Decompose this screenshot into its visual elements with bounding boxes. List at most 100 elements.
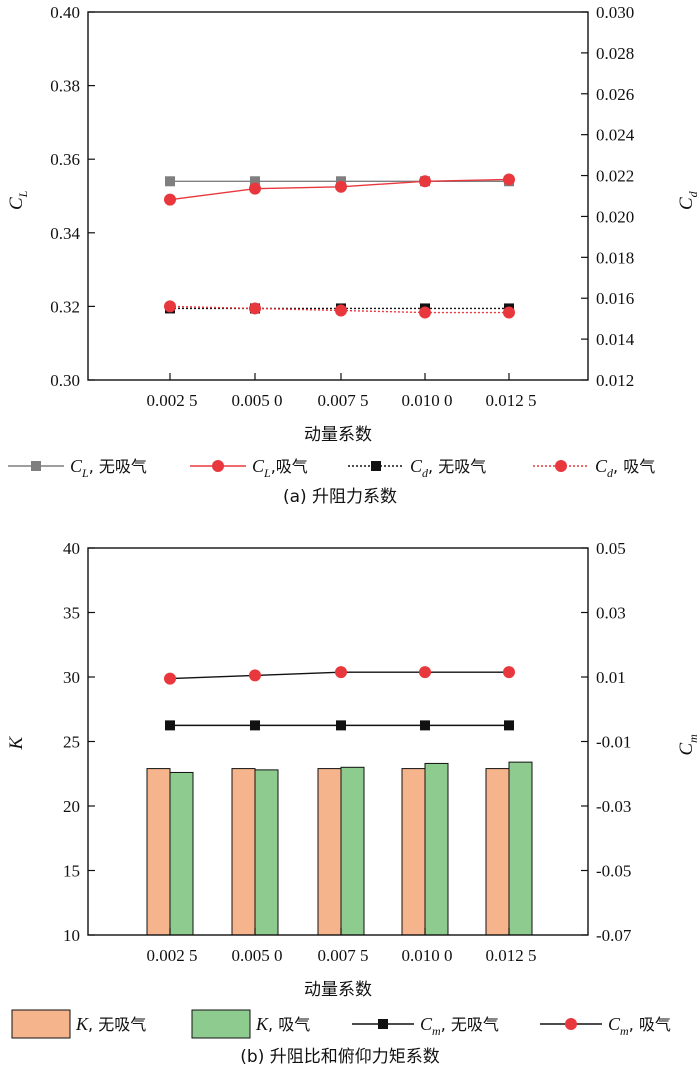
legend-marker [565,1018,577,1030]
right-tick-label: 0.020 [596,207,634,226]
legend-label: K, 无吸气 [75,1014,146,1034]
x-tick-label: 0.005 0 [232,946,283,965]
right-tick-label: -0.01 [596,733,631,752]
y-left-label: CL [6,190,30,210]
legend-label: CL,吸气 [252,456,308,480]
caption: (a) 升阻力系数 [283,487,397,507]
right-tick-label: 0.014 [596,330,635,349]
legend-marker [31,461,41,471]
data-point [164,672,176,685]
legend-label: Cd, 吸气 [595,456,655,480]
data-point [335,304,347,317]
bar [424,762,449,936]
legend-swatch [191,1009,251,1039]
right-tick-label: 0.01 [596,668,626,687]
legend-marker [555,460,567,472]
right-tick-label: 0.03 [596,604,626,623]
left-tick-label: 35 [63,604,80,623]
legend-swatch [11,1009,71,1039]
data-point [250,720,260,731]
chart-b: 10 15 20 25 30 35 40 -0.07 -0.05 -0.03 -0.01 0.01 0.… [6,539,700,1067]
legend-label: K, 吸气 [255,1014,310,1034]
x-tick-label: 0.002 5 [147,946,198,965]
left-tick-label: 30 [63,668,80,687]
left-tick-label: 0.32 [50,297,80,316]
y-left-label: K [6,736,27,751]
data-point [419,666,431,679]
legend-label: Cd, 无吸气 [410,456,486,480]
bar [508,761,533,936]
x-tick-label: 0.007 5 [318,391,369,410]
data-point [503,173,515,186]
data-point [165,176,175,187]
data-point [249,182,261,195]
right-tick-label: 0.016 [596,289,634,308]
legend-label: CL, 无吸气 [70,456,147,480]
left-tick-label: 15 [63,862,80,881]
data-point [419,306,431,319]
left-tick-label: 20 [63,797,80,816]
x-axis-label: 动量系数 [304,425,372,445]
legend-label: Cm, 无吸气 [420,1014,499,1038]
bar [231,768,256,936]
x-tick-label: 0.010 0 [402,946,453,965]
data-point [503,666,515,679]
right-tick-label: 0.026 [596,85,634,104]
data-point [335,180,347,193]
plot-frame [87,11,589,381]
data-point [249,669,261,682]
left-tick-label: 0.34 [50,224,80,243]
left-tick-label: 0.30 [50,371,80,390]
x-tick-label: 0.012 5 [486,391,537,410]
x-tick-label: 0.007 5 [318,946,369,965]
series-line [169,305,509,314]
left-tick-label: 25 [63,733,80,752]
right-tick-label: -0.03 [596,797,631,816]
left-tick-label: 0.36 [50,150,80,169]
right-tick-label: 0.022 [596,167,634,186]
right-tick-label: 0.028 [596,44,634,63]
x-tick-label: 0.010 0 [402,391,453,410]
data-point [419,175,431,188]
data-point [336,720,346,731]
x-tick-label: 0.002 5 [147,391,198,410]
y-right-label: Cm [676,734,700,756]
y-right-label: Cd [676,190,700,210]
caption: (b) 升阻比和俯仰力矩系数 [240,1047,439,1067]
right-tick-label: 0.012 [596,371,634,390]
right-tick-label: 0.030 [596,3,634,22]
legend-label: Cm, 吸气 [608,1014,671,1038]
data-point [164,193,176,206]
x-tick-label: 0.005 0 [232,391,283,410]
legend-marker [212,460,224,472]
right-tick-label: 0.018 [596,248,634,267]
left-tick-label: 10 [63,926,80,945]
data-point [164,300,176,313]
right-tick-label: 0.05 [596,539,626,558]
right-tick-label: 0.024 [596,126,635,145]
left-tick-label: 0.40 [50,3,80,22]
bar [340,766,365,936]
right-tick-label: -0.07 [596,926,632,945]
data-point [420,720,430,731]
bar [146,768,171,936]
bar [317,768,342,936]
chart-a: 0.30 0.32 0.34 0.36 0.38 0.40 0.012 0.014 0.016 0… [6,3,700,507]
data-point [165,720,175,731]
x-axis-label: 动量系数 [304,980,372,1000]
legend-marker [378,1019,388,1029]
bar [485,768,510,936]
left-tick-label: 0.38 [50,77,80,96]
bar [169,771,194,936]
bar [254,769,279,936]
data-point [249,302,261,315]
data-point [250,176,260,187]
bar [401,768,426,936]
data-point [503,306,515,319]
left-tick-label: 40 [63,539,80,558]
x-tick-label: 0.012 5 [486,946,537,965]
legend-marker [371,461,381,471]
data-point [504,720,514,731]
data-point [335,666,347,679]
